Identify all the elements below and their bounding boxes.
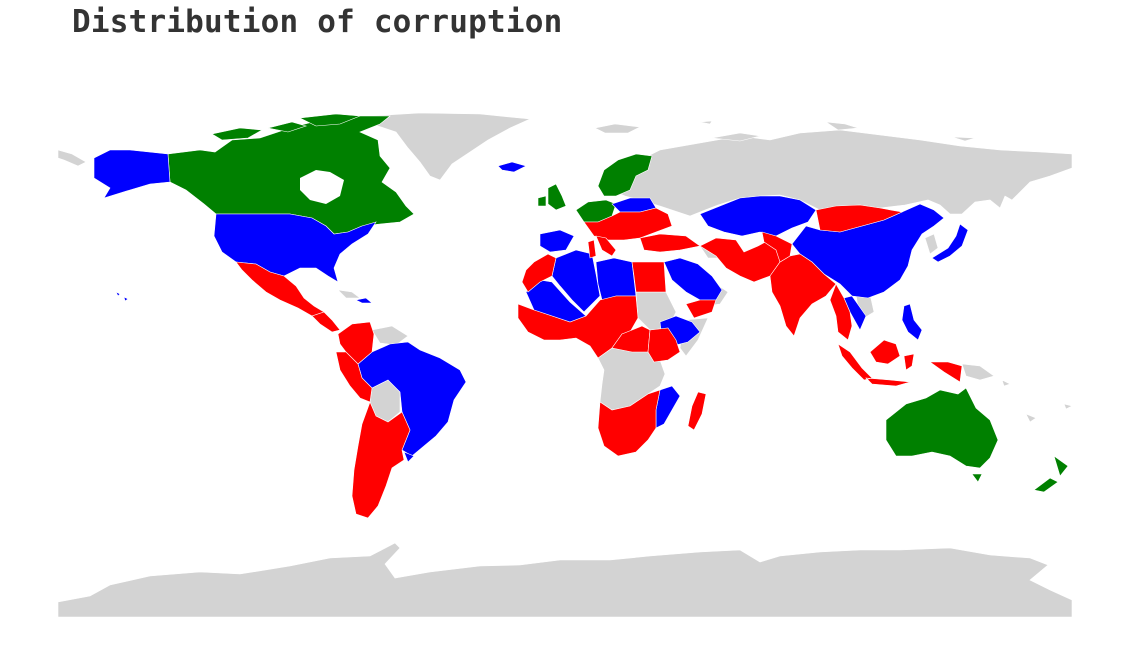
region-kyrgyzstan bbox=[761, 231, 793, 263]
region-hawaii bbox=[115, 291, 129, 302]
green-layer bbox=[167, 113, 1069, 493]
region-united-kingdom bbox=[547, 183, 567, 211]
region-turkey bbox=[639, 233, 701, 253]
region-chukotka bbox=[57, 149, 87, 167]
region-eastern-europe bbox=[583, 207, 673, 241]
region-new-zealand bbox=[1033, 455, 1069, 493]
region-tunisia bbox=[587, 239, 597, 259]
region-ireland bbox=[537, 195, 547, 207]
region-indonesia bbox=[837, 339, 963, 387]
region-guianas bbox=[371, 325, 409, 346]
region-hudson-bay bbox=[300, 170, 344, 204]
region-india bbox=[769, 253, 837, 337]
region-tasmania bbox=[971, 473, 983, 483]
region-scandinavia bbox=[597, 153, 653, 197]
region-argentina-chile bbox=[351, 401, 411, 519]
region-peru bbox=[335, 351, 373, 403]
region-kazakhstan bbox=[699, 195, 817, 237]
region-algeria bbox=[551, 249, 601, 313]
region-brazil bbox=[357, 341, 467, 457]
region-mongolia bbox=[815, 204, 904, 233]
region-yemen bbox=[685, 299, 717, 319]
region-russia bbox=[601, 129, 1073, 217]
map-title: Distribution of corruption bbox=[72, 4, 563, 40]
region-greenland bbox=[351, 112, 532, 181]
region-arctic-islands bbox=[594, 120, 976, 142]
region-pacific-islands bbox=[1001, 379, 1073, 423]
region-libya bbox=[595, 257, 637, 301]
region-antarctica bbox=[57, 542, 1073, 618]
region-australia bbox=[885, 387, 999, 469]
region-iberia bbox=[539, 229, 575, 253]
region-egypt bbox=[631, 261, 667, 293]
region-southeast-asia bbox=[829, 283, 853, 341]
blue-layer bbox=[93, 149, 969, 463]
region-italy bbox=[595, 235, 617, 257]
region-colombia-venezuela bbox=[337, 321, 375, 365]
region-japan bbox=[931, 223, 969, 263]
region-madagascar bbox=[687, 391, 707, 431]
region-central-america bbox=[311, 311, 341, 333]
region-morocco bbox=[521, 253, 557, 293]
region-southern-africa bbox=[597, 389, 661, 457]
region-caribbean bbox=[337, 289, 361, 299]
region-papua-new-guinea bbox=[961, 363, 995, 381]
region-philippines bbox=[901, 303, 923, 341]
region-saudi-arabia bbox=[663, 257, 723, 301]
region-korea bbox=[924, 233, 939, 255]
region-alaska bbox=[93, 149, 171, 199]
region-east-africa bbox=[647, 327, 681, 363]
region-iceland bbox=[497, 161, 527, 173]
red-layer bbox=[235, 204, 963, 519]
region-uruguay bbox=[403, 451, 415, 463]
region-cuba bbox=[355, 297, 373, 304]
region-canada-islands bbox=[211, 113, 361, 141]
